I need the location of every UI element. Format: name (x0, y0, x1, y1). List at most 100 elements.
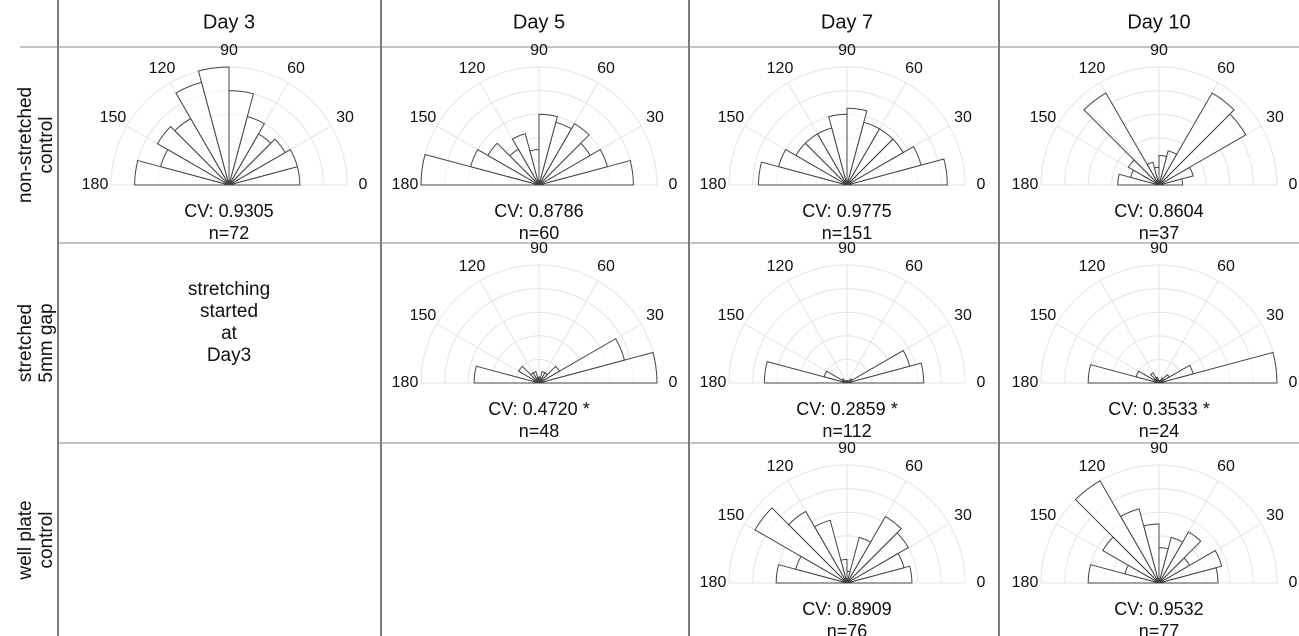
rose-bar (757, 161, 848, 186)
theta-tick-label: 30 (954, 507, 972, 524)
theta-tick-label: 120 (459, 258, 486, 275)
theta-tick-label: 150 (1030, 307, 1057, 324)
theta-tick-label: 90 (838, 42, 856, 59)
theta-tick-label: 30 (1266, 307, 1284, 324)
theta-tick-label: 150 (718, 507, 745, 524)
column-header: Day 3 (203, 11, 255, 33)
note: at (221, 323, 238, 344)
theta-tick-label: 60 (1217, 458, 1235, 475)
theta-tick-label: 90 (530, 42, 548, 59)
theta-tick-label: 150 (1030, 507, 1057, 524)
theta-tick-label: 180 (700, 574, 727, 591)
theta-tick-label: 60 (905, 60, 923, 77)
theta-tick-label: 180 (392, 374, 419, 391)
row-header: control (36, 116, 57, 173)
theta-tick-label: 120 (767, 458, 794, 475)
n-label: n=48 (519, 421, 560, 441)
cv-label: CV: 0.9305 (184, 201, 273, 221)
n-label: n=76 (827, 621, 868, 636)
theta-tick-label: 180 (82, 176, 109, 193)
row-header: well plate (15, 500, 36, 580)
theta-tick-label: 150 (100, 109, 127, 126)
rose-bar (1158, 92, 1235, 186)
grid-spoke (846, 280, 907, 384)
theta-tick-label: 60 (1217, 258, 1235, 275)
theta-tick-label: 120 (149, 60, 176, 77)
theta-tick-label: 120 (459, 60, 486, 77)
grid-spoke (787, 280, 848, 384)
cv-label: CV: 0.9775 (802, 201, 891, 221)
theta-tick-label: 120 (767, 258, 794, 275)
rose-bar (1127, 159, 1160, 186)
n-label: n=37 (1139, 223, 1180, 243)
cv-label: CV: 0.8786 (494, 201, 583, 221)
theta-tick-label: 0 (977, 574, 986, 591)
theta-tick-label: 180 (1012, 374, 1039, 391)
column-header: Day 5 (513, 11, 565, 33)
theta-tick-label: 150 (410, 307, 437, 324)
note: Day3 (207, 345, 251, 366)
theta-tick-label: 30 (954, 307, 972, 324)
theta-tick-label: 60 (905, 458, 923, 475)
cv-label: CV: 0.3533 * (1108, 399, 1209, 419)
rose-bar (1074, 480, 1160, 584)
n-label: n=77 (1139, 621, 1180, 636)
theta-tick-label: 30 (1266, 109, 1284, 126)
grid-spoke (479, 280, 540, 384)
cv-label: CV: 0.9532 (1114, 599, 1203, 619)
theta-tick-label: 0 (977, 176, 986, 193)
rose-bar (538, 370, 546, 384)
rose-bar (846, 107, 868, 186)
theta-tick-label: 30 (1266, 507, 1284, 524)
theta-tick-label: 90 (220, 42, 238, 59)
rose-bar (511, 133, 540, 186)
cv-label: CV: 0.8604 (1114, 201, 1203, 221)
theta-tick-label: 90 (530, 240, 548, 257)
theta-tick-label: 150 (1030, 109, 1057, 126)
rose-bar (156, 125, 230, 186)
cv-label: CV: 0.4720 * (488, 399, 589, 419)
rose-bar (538, 113, 558, 186)
rose-bar (846, 515, 902, 584)
theta-tick-label: 30 (646, 307, 664, 324)
theta-tick-label: 180 (700, 176, 727, 193)
theta-tick-label: 60 (287, 60, 305, 77)
theta-tick-label: 30 (646, 109, 664, 126)
theta-tick-label: 0 (1289, 176, 1298, 193)
row-header: non-stretched (15, 87, 36, 203)
rose-bar (517, 365, 540, 384)
note: stretching (188, 279, 270, 300)
n-label: n=151 (822, 223, 873, 243)
theta-tick-label: 0 (977, 374, 986, 391)
rose-bar (538, 148, 609, 186)
n-label: n=24 (1139, 421, 1180, 441)
theta-tick-label: 180 (392, 176, 419, 193)
rose-bar (538, 338, 626, 384)
column-header: Day 7 (821, 11, 873, 33)
theta-tick-label: 0 (669, 374, 678, 391)
cv-label: CV: 0.8909 (802, 599, 891, 619)
theta-tick-label: 120 (767, 60, 794, 77)
rose-bar (846, 145, 922, 186)
theta-tick-label: 0 (1289, 374, 1298, 391)
theta-tick-label: 120 (1079, 60, 1106, 77)
theta-tick-label: 60 (1217, 60, 1235, 77)
rose-bar (175, 81, 230, 186)
theta-tick-label: 180 (1012, 574, 1039, 591)
theta-tick-label: 180 (1012, 176, 1039, 193)
theta-tick-label: 90 (838, 240, 856, 257)
theta-tick-label: 150 (718, 109, 745, 126)
grid-spoke (1158, 280, 1219, 384)
theta-tick-label: 60 (597, 60, 615, 77)
rose-bar (846, 349, 911, 384)
row-header: control (36, 511, 57, 568)
n-label: n=60 (519, 223, 560, 243)
theta-tick-label: 90 (838, 440, 856, 457)
rose-bar (228, 138, 286, 186)
n-label: n=72 (209, 223, 250, 243)
theta-tick-label: 60 (905, 258, 923, 275)
rose-bar (1083, 92, 1160, 186)
theta-tick-label: 150 (410, 109, 437, 126)
rose-bar (1158, 549, 1223, 584)
column-header: Day 10 (1127, 11, 1190, 33)
